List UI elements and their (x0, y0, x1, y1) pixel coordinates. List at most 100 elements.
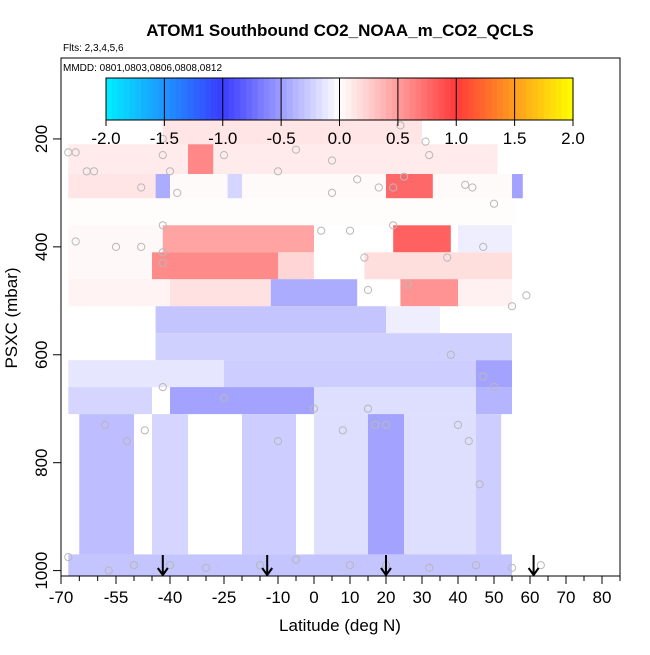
colorbar-segment (263, 78, 271, 120)
x-tick-label: 20 (377, 588, 396, 607)
observation-point (507, 563, 517, 573)
observation-point (137, 183, 146, 192)
y-axis-label: PSXC (mbar) (2, 267, 21, 368)
heatmap-cell (68, 225, 163, 253)
colorbar-segment (397, 78, 405, 120)
observation-point (363, 404, 373, 413)
observation-point (360, 253, 369, 262)
colorbar-tick-label: 1.0 (444, 129, 468, 148)
heatmap-cell (386, 174, 433, 199)
heatmap-cell (224, 360, 476, 388)
observation-point (291, 145, 301, 154)
observation-point (255, 561, 265, 570)
colorbar-segment (526, 78, 533, 120)
observation-point (129, 561, 139, 570)
y-tick-label: 200 (32, 125, 51, 153)
colorbar-tick-label: -1.0 (208, 129, 237, 148)
observation-point (89, 167, 99, 176)
heatmap-cell (314, 414, 368, 555)
colorbar-segment (129, 78, 136, 120)
profile-marker-arrow (527, 555, 540, 577)
observation-point (158, 258, 167, 268)
observation-point (389, 183, 398, 192)
colorbar-segment (170, 78, 177, 120)
heatmap-cell (476, 387, 512, 415)
colorbar-segment (532, 78, 539, 120)
observation-point (158, 221, 167, 230)
observation-point (273, 437, 283, 446)
colorbar-segment (234, 78, 241, 120)
heatmap-cell (68, 198, 516, 226)
observation-point (396, 121, 405, 130)
colorbar-segment (164, 78, 171, 120)
colorbar-segment (415, 78, 422, 120)
colorbar-segment (491, 78, 498, 120)
observation-point (475, 480, 484, 489)
observation-point (363, 285, 373, 295)
observation-point (219, 393, 229, 402)
colorbar-segment (485, 78, 492, 120)
observation-point (104, 566, 113, 575)
colorbar: -2.0 -1.5 -1.0 -0.5 0.0 0.5 1.0 1.5 2.0 (91, 77, 585, 148)
observation-point (468, 183, 477, 192)
observation-point (111, 242, 121, 251)
colorbar-segment (199, 78, 206, 120)
profile-marker-arrow (156, 555, 169, 577)
colorbar-segment (421, 78, 428, 120)
x-tick-label: -40 (158, 588, 183, 607)
colorbar-segment (409, 78, 416, 120)
heatmap-cell (476, 414, 502, 555)
x-tick-label: 40 (449, 588, 468, 607)
observation-point (158, 383, 167, 392)
colorbar-segment (141, 78, 148, 120)
observation-point (443, 253, 452, 262)
profile-marker-arrow (261, 555, 274, 577)
observation-point (291, 555, 301, 564)
colorbar-segment (304, 78, 311, 120)
observation-point (421, 137, 430, 146)
colorbar-segment (392, 78, 399, 120)
heatmap-cell (400, 279, 458, 307)
colorbar-segment (111, 78, 119, 120)
x-axis: -70 -55 -40 -25 -10 0 10 20 30 40 50 60 70 80 (49, 576, 621, 607)
colorbar-segment (327, 78, 335, 120)
colorbar-segment (135, 78, 142, 120)
colorbar-tick-label: -0.5 (266, 129, 295, 148)
colorbar-segment (567, 78, 574, 120)
colorbar-segment (467, 78, 475, 120)
colorbar-segment (176, 78, 183, 120)
colorbar-tick-label: 2.0 (561, 129, 585, 148)
heatmap-cell (68, 387, 152, 415)
colorbar-segment (549, 78, 557, 120)
observation-point (165, 561, 175, 570)
colorbar-segment (374, 78, 381, 120)
colorbar-segment (292, 78, 300, 120)
heatmap-cell (458, 225, 512, 253)
heatmap-cell (393, 225, 451, 253)
observation-point (471, 561, 481, 570)
observation-point (464, 437, 473, 446)
colorbar-segment (462, 78, 469, 120)
colorbar-segment (473, 78, 481, 120)
x-tick-label: -25 (212, 588, 237, 607)
heatmap-cell (68, 174, 156, 199)
x-tick-label: 0 (309, 588, 318, 607)
x-tick-label: -10 (266, 588, 291, 607)
observation-point (425, 563, 434, 573)
flights-label: Flts: 2,3,4,5,6 (63, 43, 124, 54)
colorbar-segment (362, 78, 370, 120)
colorbar-segment (351, 78, 358, 120)
colorbar-segment (281, 78, 288, 120)
heatmap-cell (476, 360, 512, 388)
colorbar-segment (257, 78, 265, 120)
heatmap-cell (368, 414, 404, 555)
heatmap-cell (155, 333, 512, 361)
colorbar-segment (368, 78, 376, 120)
observation-point (389, 221, 398, 230)
observation-point (158, 134, 167, 143)
colorbar-tick-label: -1.5 (150, 129, 179, 148)
observation-point (158, 151, 167, 160)
observation-point (64, 553, 73, 562)
x-tick-label: 60 (521, 588, 540, 607)
